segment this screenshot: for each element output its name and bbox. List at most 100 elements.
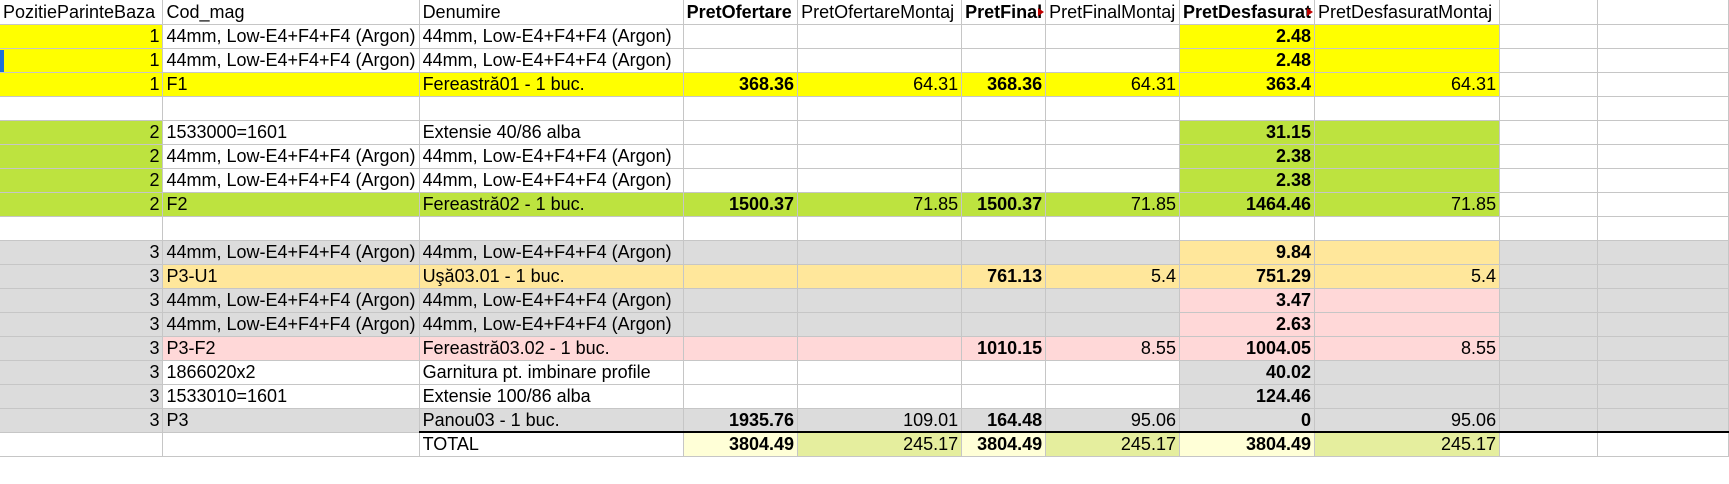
cell-pret-final-montaj[interactable] [1045,48,1180,73]
cell-cod-mag[interactable]: 44mm, Low-E4+F4+F4 (Argon) [162,24,420,49]
cell-pret-ofertare[interactable] [683,168,799,193]
cell-pret-ofertare[interactable] [683,96,799,121]
cell-pret-desfasurat[interactable]: 31.15 [1179,120,1316,145]
cell-col-k[interactable] [1597,431,1729,457]
cell-col-k[interactable] [1597,120,1729,145]
cell-col-j[interactable] [1499,336,1599,361]
cell-pret-final[interactable] [961,216,1047,241]
cell-cod-mag[interactable]: 1533000=1601 [162,120,420,145]
cell-denumire[interactable]: 44mm, Low-E4+F4+F4 (Argon) [419,144,684,169]
cell-pozitie[interactable]: 1 [0,24,164,49]
header-col-k[interactable] [1597,0,1729,25]
cell-pret-desfasurat-montaj[interactable] [1314,48,1501,73]
cell-pozitie[interactable]: 3 [0,408,164,433]
cell-col-j[interactable] [1499,168,1599,193]
cell-pozitie[interactable] [0,216,164,241]
cell-cod-mag[interactable]: 44mm, Low-E4+F4+F4 (Argon) [162,288,420,313]
cell-col-k[interactable] [1597,144,1729,169]
cell-pret-final-montaj[interactable] [1045,360,1180,385]
cell-pret-final[interactable] [961,96,1047,121]
cell-pret-final[interactable] [961,240,1047,265]
cell-denumire[interactable]: 44mm, Low-E4+F4+F4 (Argon) [419,288,684,313]
cell-denumire[interactable]: Fereastră02 - 1 buc. [419,192,684,217]
cell-col-k[interactable] [1597,264,1729,289]
cell-pozitie[interactable]: 3 [0,240,164,265]
cell-col-j[interactable] [1499,96,1599,121]
header-pret-final-montaj[interactable]: PretFinalMontaj [1045,0,1180,25]
cell-pret-desfasurat[interactable]: 2.38 [1179,168,1316,193]
cell-pozitie[interactable] [0,96,164,121]
cell-col-k[interactable] [1597,72,1729,97]
cell-pret-ofertare-montaj[interactable] [797,168,963,193]
cell-pret-final[interactable] [961,288,1047,313]
cell-cod-mag[interactable]: 44mm, Low-E4+F4+F4 (Argon) [162,144,420,169]
cell-pret-desfasurat-montaj[interactable]: 8.55 [1314,336,1501,361]
cell-pret-desfasurat-montaj[interactable] [1314,120,1501,145]
cell-col-j[interactable] [1499,240,1599,265]
cell-cod-mag[interactable]: 44mm, Low-E4+F4+F4 (Argon) [162,240,420,265]
cell-col-j[interactable] [1499,192,1599,217]
cell-col-k[interactable] [1597,192,1729,217]
cell-pret-desfasurat-montaj[interactable] [1314,240,1501,265]
cell-pozitie[interactable]: 2 [0,192,164,217]
cell-pret-final-montaj[interactable] [1045,168,1180,193]
cell-pret-final-montaj[interactable] [1045,240,1180,265]
cell-pret-ofertare[interactable] [683,336,799,361]
cell-denumire[interactable]: Panou03 - 1 buc. [419,408,684,433]
header-pret-ofertare[interactable]: PretOfertare [683,0,799,25]
cell-pret-final-montaj[interactable] [1045,24,1180,49]
cell-denumire[interactable]: Fereastră01 - 1 buc. [419,72,684,97]
cell-pret-ofertare[interactable]: 3804.49 [683,431,799,457]
cell-pret-ofertare-montaj[interactable] [797,48,963,73]
cell-pozitie[interactable]: 3 [0,336,164,361]
cell-denumire[interactable] [419,216,684,241]
cell-cod-mag[interactable] [162,431,420,457]
cell-pret-ofertare-montaj[interactable] [797,264,963,289]
cell-pret-ofertare-montaj[interactable] [797,216,963,241]
cell-pret-final-montaj[interactable]: 71.85 [1045,192,1180,217]
cell-denumire[interactable]: Garnitura pt. imbinare profile [419,360,684,385]
cell-pret-final[interactable] [961,168,1047,193]
cell-pret-final[interactable]: 164.48 [961,408,1047,433]
cell-pret-desfasurat-montaj[interactable]: 64.31 [1314,72,1501,97]
cell-pret-ofertare-montaj[interactable]: 64.31 [797,72,963,97]
header-cod-mag[interactable]: Cod_mag [162,0,420,25]
cell-pret-ofertare-montaj[interactable]: 109.01 [797,408,963,433]
cell-denumire[interactable]: 44mm, Low-E4+F4+F4 (Argon) [419,24,684,49]
cell-pret-desfasurat[interactable]: 2.38 [1179,144,1316,169]
cell-pret-ofertare-montaj[interactable] [797,96,963,121]
cell-pret-desfasurat-montaj[interactable] [1314,96,1501,121]
cell-cod-mag[interactable]: P3-U1 [162,264,420,289]
cell-pret-ofertare-montaj[interactable] [797,240,963,265]
cell-cod-mag[interactable]: P3-F2 [162,336,420,361]
cell-pret-ofertare[interactable] [683,24,799,49]
cell-col-j[interactable] [1499,384,1599,409]
cell-cod-mag[interactable] [162,96,420,121]
cell-col-j[interactable] [1499,120,1599,145]
cell-pret-desfasurat[interactable]: 3.47 [1179,288,1316,313]
cell-pret-ofertare[interactable] [683,288,799,313]
cell-pret-final[interactable] [961,384,1047,409]
cell-pret-desfasurat-montaj[interactable] [1314,288,1501,313]
cell-col-j[interactable] [1499,288,1599,313]
cell-pret-final[interactable] [961,24,1047,49]
cell-pret-ofertare[interactable] [683,240,799,265]
cell-col-j[interactable] [1499,264,1599,289]
cell-cod-mag[interactable]: 1533010=1601 [162,384,420,409]
cell-pret-final[interactable] [961,360,1047,385]
cell-pozitie[interactable]: 3 [0,264,164,289]
cell-col-k[interactable] [1597,336,1729,361]
cell-pret-desfasurat-montaj[interactable] [1314,216,1501,241]
cell-pret-desfasurat-montaj[interactable] [1314,24,1501,49]
cell-denumire[interactable]: Extensie 40/86 alba [419,120,684,145]
cell-pret-final-montaj[interactable] [1045,384,1180,409]
cell-col-k[interactable] [1597,168,1729,193]
cell-pret-desfasurat[interactable]: 0 [1179,408,1316,433]
cell-col-k[interactable] [1597,360,1729,385]
cell-denumire[interactable] [419,96,684,121]
cell-col-k[interactable] [1597,96,1729,121]
header-pret-desfasurat-montaj[interactable]: PretDesfasuratMontaj [1314,0,1501,25]
cell-pret-ofertare-montaj[interactable]: 245.17 [797,431,963,457]
cell-denumire[interactable]: Extensie 100/86 alba [419,384,684,409]
